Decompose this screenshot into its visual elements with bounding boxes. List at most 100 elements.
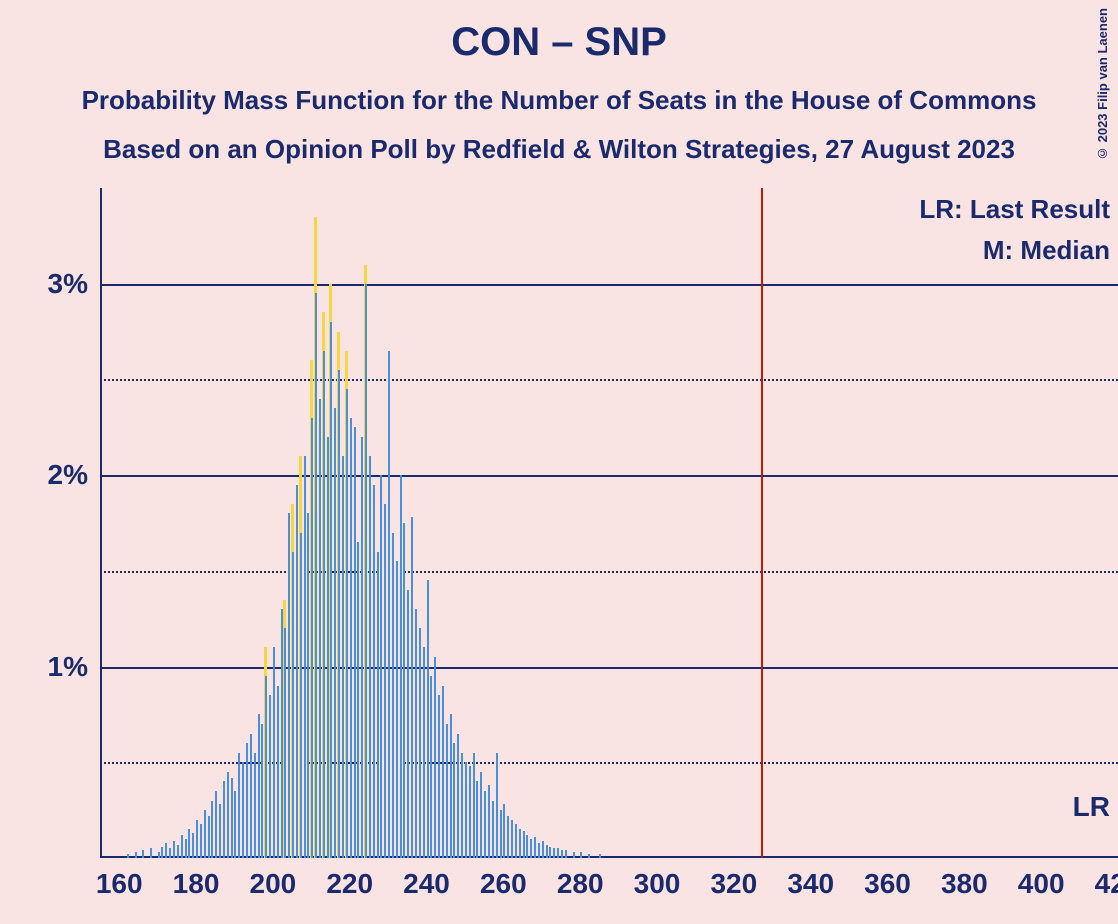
histogram-bar bbox=[334, 408, 336, 858]
histogram-bar bbox=[142, 850, 144, 858]
histogram-bar bbox=[546, 845, 548, 858]
histogram-bar bbox=[223, 781, 225, 858]
histogram-bar bbox=[442, 686, 444, 858]
histogram-bar bbox=[565, 850, 567, 858]
histogram-bar bbox=[227, 772, 229, 858]
histogram-bar bbox=[480, 772, 482, 858]
histogram-bar bbox=[496, 753, 498, 858]
gridline-minor bbox=[100, 571, 1118, 573]
chart-title: CON – SNP bbox=[0, 0, 1118, 65]
histogram-bar bbox=[311, 418, 313, 858]
histogram-bar bbox=[158, 852, 160, 858]
histogram-bar bbox=[434, 657, 436, 858]
histogram-bar bbox=[403, 523, 405, 858]
plot-area: LR: Last Result M: Median LR 1%2%3%16018… bbox=[100, 188, 1118, 858]
histogram-bar bbox=[369, 456, 371, 858]
histogram-bar bbox=[461, 753, 463, 858]
histogram-bar bbox=[307, 513, 309, 858]
chart-subtitle-1: Probability Mass Function for the Number… bbox=[0, 65, 1118, 116]
histogram-bar bbox=[411, 517, 413, 858]
histogram-bar bbox=[438, 695, 440, 858]
legend-lr: LR: Last Result bbox=[919, 194, 1110, 225]
histogram-bar bbox=[530, 839, 532, 858]
histogram-bar bbox=[165, 843, 167, 858]
x-tick-label: 420 bbox=[1095, 858, 1118, 900]
histogram-bar bbox=[215, 791, 217, 858]
histogram-bar bbox=[246, 743, 248, 858]
histogram-bar bbox=[242, 762, 244, 858]
histogram-bar bbox=[469, 766, 471, 858]
histogram-bar bbox=[392, 533, 394, 858]
x-tick-label: 340 bbox=[787, 858, 834, 900]
histogram-bar bbox=[330, 322, 332, 858]
histogram-bar bbox=[357, 542, 359, 858]
histogram-bar bbox=[511, 820, 513, 858]
histogram-bar bbox=[338, 370, 340, 858]
histogram-bar bbox=[407, 590, 409, 858]
histogram-bar bbox=[169, 848, 171, 858]
histogram-bar bbox=[161, 847, 163, 858]
histogram-bar bbox=[526, 835, 528, 858]
histogram-bar bbox=[377, 552, 379, 858]
histogram-bar bbox=[453, 743, 455, 858]
histogram-bar bbox=[350, 418, 352, 858]
histogram-bar bbox=[557, 848, 559, 858]
histogram-bar bbox=[296, 485, 298, 858]
histogram-bar bbox=[185, 839, 187, 858]
histogram-bar bbox=[538, 843, 540, 858]
histogram-bar bbox=[234, 791, 236, 858]
lr-marker-label: LR bbox=[1073, 791, 1110, 823]
histogram-bar bbox=[384, 504, 386, 858]
histogram-bar bbox=[419, 628, 421, 858]
x-tick-label: 360 bbox=[864, 858, 911, 900]
histogram-bar bbox=[561, 850, 563, 858]
histogram-bar bbox=[388, 351, 390, 858]
histogram-bar bbox=[542, 841, 544, 858]
chart-legend: LR: Last Result M: Median bbox=[919, 194, 1110, 266]
histogram-bar bbox=[265, 676, 267, 858]
histogram-bar bbox=[457, 734, 459, 858]
y-tick-label: 2% bbox=[48, 459, 100, 491]
gridline-major bbox=[100, 475, 1118, 477]
histogram-bar bbox=[415, 609, 417, 858]
histogram-bar bbox=[211, 801, 213, 858]
histogram-bar bbox=[473, 753, 475, 858]
histogram-bar bbox=[484, 791, 486, 858]
x-tick-label: 400 bbox=[1018, 858, 1065, 900]
histogram-bar bbox=[400, 475, 402, 858]
histogram-bar bbox=[553, 848, 555, 858]
gridline-major bbox=[100, 667, 1118, 669]
histogram-bar bbox=[430, 676, 432, 858]
x-tick-label: 380 bbox=[941, 858, 988, 900]
gridline-minor bbox=[100, 379, 1118, 381]
histogram-bar bbox=[488, 785, 490, 858]
histogram-bar bbox=[288, 513, 290, 858]
x-tick-label: 320 bbox=[710, 858, 757, 900]
histogram-bar bbox=[423, 647, 425, 858]
histogram-bar bbox=[219, 804, 221, 858]
histogram-bar bbox=[181, 835, 183, 858]
histogram-bar bbox=[254, 753, 256, 858]
histogram-bar bbox=[465, 762, 467, 858]
chart-subtitle-2: Based on an Opinion Poll by Redfield & W… bbox=[0, 116, 1118, 165]
x-tick-label: 220 bbox=[326, 858, 373, 900]
histogram-bar bbox=[515, 824, 517, 858]
histogram-bar bbox=[519, 829, 521, 858]
legend-median: M: Median bbox=[919, 235, 1110, 266]
histogram-bar bbox=[446, 724, 448, 858]
histogram-bar bbox=[588, 854, 590, 858]
histogram-bar bbox=[250, 734, 252, 858]
histogram-bar bbox=[427, 580, 429, 858]
histogram-bar bbox=[476, 781, 478, 858]
histogram-bar bbox=[396, 561, 398, 858]
histogram-bar bbox=[231, 778, 233, 858]
histogram-bar bbox=[500, 810, 502, 858]
histogram-bar bbox=[323, 351, 325, 858]
x-tick-label: 260 bbox=[480, 858, 527, 900]
histogram-bar bbox=[315, 293, 317, 858]
y-tick-label: 3% bbox=[48, 268, 100, 300]
histogram-bar bbox=[277, 686, 279, 858]
y-axis bbox=[100, 188, 102, 858]
copyright-label: © 2023 Filip van Laenen bbox=[1095, 8, 1110, 161]
y-tick-label: 1% bbox=[48, 651, 100, 683]
